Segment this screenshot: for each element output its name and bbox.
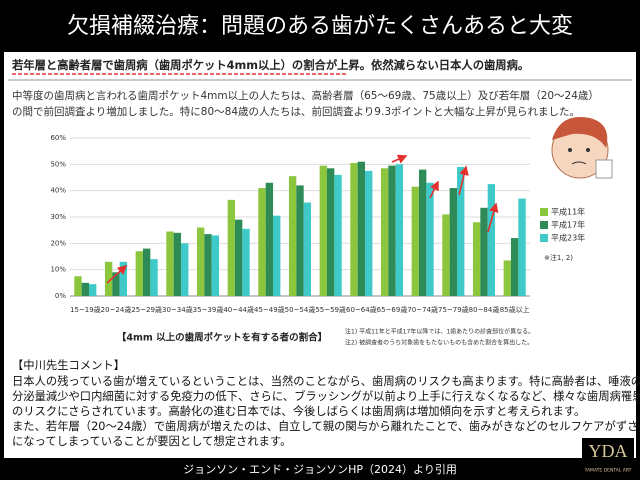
- bar: [173, 232, 182, 296]
- x-tick-label: 30~34歳: [162, 305, 193, 314]
- bar: [296, 185, 304, 296]
- legend-note: ※注1, 2): [544, 253, 573, 262]
- bar: [150, 259, 158, 296]
- bar: [510, 238, 519, 296]
- bar: [265, 182, 274, 296]
- x-tick-label: 85歳以上: [500, 305, 530, 314]
- illustration: [551, 116, 613, 179]
- bar: [388, 165, 396, 296]
- x-tick-label: 45~49歳: [254, 305, 285, 314]
- bar: [196, 227, 205, 296]
- bar: [288, 176, 297, 296]
- logo-box: [582, 438, 634, 478]
- comment-line: 日本人の残っている歯が増えているということは、当然のことながら、歯周病のリスクも…: [12, 374, 640, 388]
- headline-emphasis: 若年層と高齢者層で歯周病（歯周ポケット4mm以上）の割合が上昇。: [12, 58, 371, 72]
- bar: [503, 260, 511, 296]
- bar: [518, 198, 526, 296]
- bar: [395, 164, 404, 296]
- x-tick-label: 65~69歳: [377, 305, 408, 314]
- footer: ジョンソン・エンド・ジョンソンHP（2024）より引用: [183, 462, 457, 476]
- bar: [411, 186, 419, 296]
- y-tick-label: 40%: [50, 187, 66, 195]
- bar: [142, 248, 151, 296]
- trend-arrows: [106, 154, 499, 284]
- bar: [380, 168, 389, 296]
- y-tick-label: 50%: [50, 160, 66, 168]
- bar: [457, 166, 465, 296]
- bar: [119, 261, 128, 296]
- bar: [303, 202, 312, 296]
- bar: [112, 272, 120, 296]
- headline-rest: 依然減らない日本人の歯周病。: [371, 58, 529, 72]
- intro-line: 中等度の歯周病と言われる歯周ポケット4mm以上の人たちは、高齢者層（65～69歳…: [12, 89, 599, 102]
- bar: [74, 276, 82, 296]
- chart-note: 注1) 平成11年と平成17年以降では、1歯あたりの診査部位が異なる。: [345, 328, 534, 336]
- x-tick-label: 40~44歳: [223, 305, 254, 314]
- logo-text: YAMATE DENTAL ART: [584, 468, 632, 474]
- y-tick-label: 0%: [55, 292, 66, 300]
- x-tick-label: 70~74歳: [407, 305, 438, 314]
- bar: [365, 170, 373, 296]
- bar: [181, 243, 189, 296]
- legend-label: 平成11年: [551, 207, 585, 217]
- bar: [104, 261, 113, 296]
- legend-label: 平成23年: [551, 233, 585, 243]
- bar: [166, 231, 174, 296]
- x-tick-label: 75~79歳: [438, 305, 469, 314]
- legend-swatch: [540, 221, 548, 229]
- bar: [258, 188, 266, 296]
- bar: [334, 174, 342, 296]
- x-tick-label: 15~19歳: [70, 305, 101, 314]
- y-tick-label: 10%: [50, 266, 66, 274]
- bar: [319, 165, 327, 296]
- comment-line: になってしまっていることが要因として想定されます。: [12, 434, 291, 448]
- x-tick-label: 25~29歳: [131, 305, 162, 314]
- bar: [480, 207, 488, 296]
- bar: [81, 282, 90, 296]
- y-tick-label: 30%: [50, 213, 66, 221]
- bar: [242, 228, 250, 296]
- comment-line: のリスクにさらされています。高齢化の進む日本では、今後しばらくは歯周病は増加傾向…: [12, 404, 585, 418]
- x-axis-title: 【4mm 以上の歯周ポケットを有する者の割合】: [117, 332, 327, 344]
- x-tick-label: 20~24歳: [101, 305, 132, 314]
- bar: [426, 182, 434, 296]
- bar: [204, 234, 212, 296]
- bar: [357, 161, 366, 296]
- bar: [326, 168, 335, 296]
- x-tick-label: 55~59歳: [315, 305, 346, 314]
- legend-label: 平成17年: [551, 220, 585, 230]
- chart-note: 注2) 被調査者のうち対象歯をもたないものも含めた割合を算出した。: [345, 339, 533, 347]
- bar: [449, 188, 458, 296]
- bar: [227, 199, 235, 296]
- comment-heading: 【中川先生コメント】: [12, 358, 125, 372]
- bar: [472, 222, 481, 296]
- y-tick-label: 20%: [50, 239, 66, 247]
- bar: [89, 284, 97, 296]
- bar: [211, 235, 220, 296]
- headline: 若年層と高齢者層で歯周病（歯周ポケット4mm以上）の割合が上昇。依然減らない日本…: [12, 58, 529, 72]
- legend-swatch: [540, 208, 548, 216]
- bar: [234, 219, 243, 296]
- bar: [135, 251, 143, 296]
- bar: [273, 215, 281, 296]
- bar: [487, 184, 496, 296]
- x-tick-label: 60~64歳: [346, 305, 377, 314]
- x-tick-label: 50~54歳: [285, 305, 316, 314]
- x-tick-label: 80~84歳: [469, 305, 500, 314]
- x-tick-label: 35~39歳: [193, 305, 224, 314]
- bar: [418, 169, 427, 296]
- slide-title: 欠損補綴治療：問題のある歯がたくさんあると大変: [67, 14, 573, 39]
- chart: 0% 10% 20% 30% 40% 50% 60% 15~19歳 20~24歳 25~29歳 30…: [50, 134, 585, 347]
- bar: [442, 214, 450, 296]
- comment-line: また、若年層（20～24歳）で歯周病が増えたのは、自立して親の関与から離れたこと…: [12, 419, 640, 433]
- legend-swatch: [540, 234, 548, 242]
- y-tick-label: 60%: [50, 134, 66, 142]
- logo-mark: YDA: [589, 441, 628, 461]
- bar: [350, 163, 358, 296]
- intro-line: の間で前回調査より増加しました。特に80～84歳の人たちは、前回調査より9.3ポ…: [12, 105, 580, 118]
- comment-line: 分泌量減少や口内細菌に対する免疫力の低下、さらに、ブラッシングが以前より上手に行…: [12, 389, 640, 403]
